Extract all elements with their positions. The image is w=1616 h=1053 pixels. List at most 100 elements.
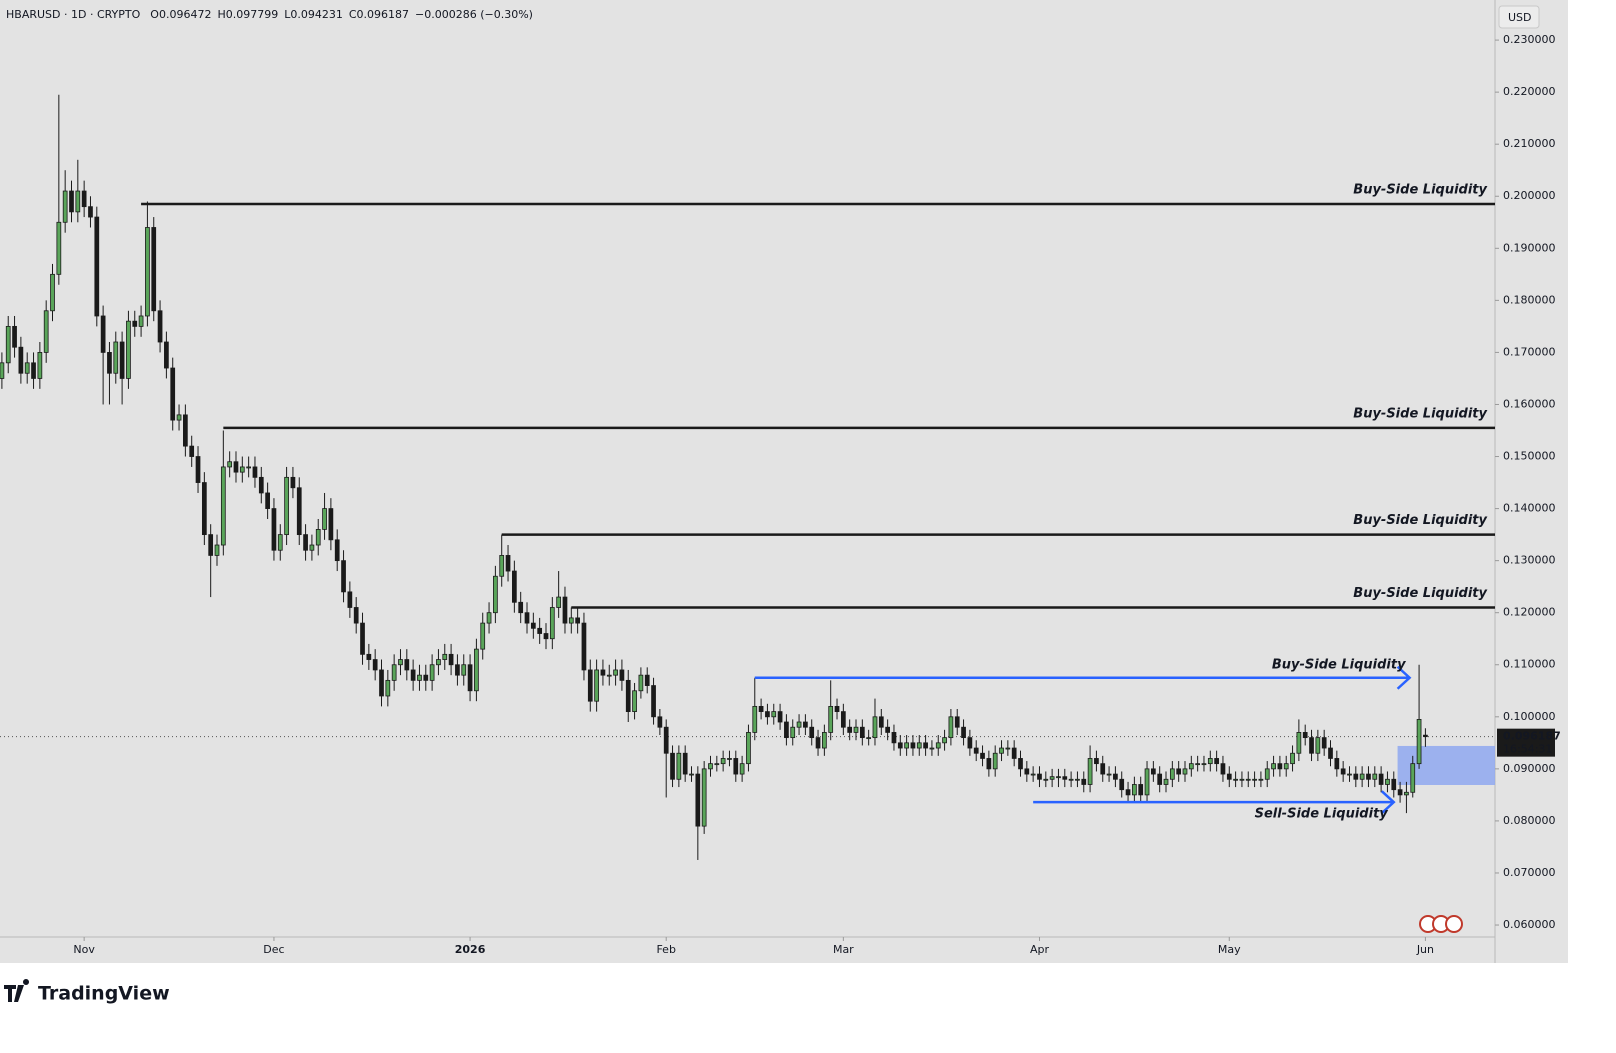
candle-body xyxy=(606,674,612,677)
candle-body xyxy=(107,352,112,374)
candle-body xyxy=(1277,763,1283,770)
candle-body xyxy=(1157,773,1163,785)
candle-body xyxy=(423,674,429,681)
candle-body xyxy=(1018,758,1023,770)
candle-body xyxy=(784,721,789,739)
candle-body xyxy=(157,310,163,343)
y-tick-label: 0.070000 xyxy=(1503,866,1556,879)
currency-box[interactable] xyxy=(1498,5,1540,29)
candle-body xyxy=(271,508,277,551)
candle-body xyxy=(1094,758,1099,765)
ohlc-value: O0.096472 xyxy=(150,8,211,21)
candle-body xyxy=(1410,763,1416,793)
y-tick-label: 0.100000 xyxy=(1503,710,1556,723)
candle-body xyxy=(980,752,985,759)
liquidity-label: Buy-Side Liquidity xyxy=(1353,586,1487,601)
candle-body xyxy=(1404,791,1409,796)
candle-body xyxy=(695,773,701,827)
candle-body xyxy=(138,315,144,327)
candle-body xyxy=(822,732,827,749)
y-tick-label: 0.220000 xyxy=(1503,85,1556,98)
candle-body xyxy=(220,466,226,546)
candle-body xyxy=(1087,758,1093,785)
candle-body xyxy=(328,508,334,541)
currency-label: USD xyxy=(1508,11,1532,24)
candle-body xyxy=(999,747,1004,754)
y-tick-label: 0.060000 xyxy=(1503,918,1556,931)
candle-body xyxy=(1309,737,1314,754)
candle-body xyxy=(113,341,119,374)
y-tick-label: 0.180000 xyxy=(1503,293,1556,306)
candle-body xyxy=(132,320,138,327)
candle-body xyxy=(201,482,207,536)
candle-body xyxy=(448,653,454,666)
candle-body xyxy=(1220,763,1226,775)
candle-body xyxy=(252,466,258,478)
candle-body xyxy=(12,325,17,348)
candle-body xyxy=(549,607,555,640)
candle-body xyxy=(1125,789,1131,796)
candle-body xyxy=(1195,763,1201,766)
candle-body xyxy=(493,575,498,614)
candle-body xyxy=(75,190,81,213)
candle-body xyxy=(1353,773,1359,780)
candle-body xyxy=(341,560,346,593)
candle-body xyxy=(967,737,973,749)
candle-body xyxy=(467,664,473,692)
candle-body xyxy=(910,742,916,749)
candle-body xyxy=(992,752,998,770)
candle-body xyxy=(474,648,479,692)
liquidity-label: Buy-Side Liquidity xyxy=(1353,406,1487,421)
candle-body xyxy=(720,758,726,765)
candle-body xyxy=(62,190,68,223)
candle-body xyxy=(885,726,890,733)
candle-body xyxy=(1100,763,1106,775)
candle-body xyxy=(872,716,878,739)
candle-body xyxy=(486,612,492,624)
candle-body xyxy=(5,325,11,364)
candle-body xyxy=(0,362,5,379)
candle-body xyxy=(303,534,308,551)
candle-body xyxy=(708,763,713,770)
candle-body xyxy=(701,768,707,827)
candle-body xyxy=(1340,768,1346,775)
candle-body xyxy=(1113,773,1118,780)
candle-body xyxy=(1239,778,1245,781)
candle-body xyxy=(954,716,960,728)
candle-body xyxy=(644,674,650,686)
candle-body xyxy=(1056,776,1061,779)
candle-body xyxy=(126,320,131,379)
x-tick-label: Apr xyxy=(1030,943,1050,956)
y-tick-label: 0.160000 xyxy=(1503,397,1556,410)
candle-body xyxy=(575,617,580,624)
candle-body xyxy=(859,726,865,739)
y-tick-label: 0.120000 xyxy=(1503,606,1556,619)
candle-body xyxy=(809,726,815,739)
candle-body xyxy=(227,461,233,468)
event-flag[interactable] xyxy=(1445,915,1463,933)
candle-body xyxy=(1106,773,1112,776)
candle-body xyxy=(1347,773,1352,776)
x-tick-label: Dec xyxy=(263,943,284,956)
plot-area xyxy=(0,0,1495,937)
x-tick-label: Nov xyxy=(73,943,95,956)
candle-body xyxy=(556,596,562,608)
candle-body xyxy=(1252,778,1257,781)
candle-body xyxy=(568,617,574,624)
candle-body xyxy=(195,456,201,483)
price-badge-value: 0.096187 xyxy=(1503,730,1561,743)
candle-body xyxy=(866,737,872,740)
candle-body xyxy=(284,476,289,536)
candle-body xyxy=(145,227,150,317)
candle-body xyxy=(518,601,524,614)
candle-body xyxy=(214,544,220,556)
candle-body xyxy=(246,466,252,469)
candle-body xyxy=(151,227,157,312)
candle-body xyxy=(530,622,536,629)
candle-body xyxy=(391,664,397,681)
candle-body xyxy=(1366,773,1371,780)
symbol-title: HBARUSD · 1D · CRYPTO xyxy=(6,8,141,21)
candle-body xyxy=(385,679,391,697)
candle-body xyxy=(1075,778,1080,781)
candle-body xyxy=(429,664,435,681)
